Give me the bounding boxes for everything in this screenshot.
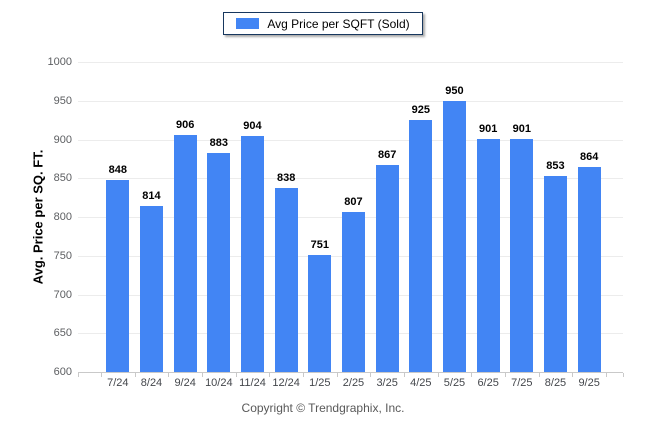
y-tick-label: 650 xyxy=(53,327,72,340)
x-tick-label: 11/24 xyxy=(239,377,266,389)
bar-4/25 xyxy=(409,120,433,372)
y-tick-label: 800 xyxy=(53,211,72,223)
y-tick-label: 900 xyxy=(53,133,72,146)
bar-7/24 xyxy=(106,180,130,372)
bar-3/25 xyxy=(375,165,399,372)
copyright-text: Copyright © Trendgraphix, Inc. xyxy=(241,401,405,415)
gridline xyxy=(78,178,623,180)
bar-7/25 xyxy=(510,139,534,372)
x-tick-label: 8/25 xyxy=(544,377,567,389)
y-tick-label: 600 xyxy=(53,366,72,378)
x-tick-label: 9/25 xyxy=(578,377,600,389)
axis-tick xyxy=(538,373,540,377)
bar-8/24 xyxy=(140,206,163,372)
x-tick-label: 3/25 xyxy=(376,377,398,389)
bar-8/25 xyxy=(544,176,567,372)
axis-tick xyxy=(202,373,203,377)
bar-value-label: 904 xyxy=(243,120,262,132)
axis-tick xyxy=(471,373,473,377)
legend-swatch-icon xyxy=(236,18,260,29)
gridline xyxy=(78,100,623,102)
x-tick-label: 7/25 xyxy=(511,377,533,389)
bar-2/25 xyxy=(342,212,365,372)
bar-value-label: 853 xyxy=(546,160,565,172)
axis-tick xyxy=(623,373,624,377)
gridline xyxy=(78,62,623,63)
axis-tick xyxy=(437,373,439,377)
axis-tick xyxy=(78,373,79,377)
bar-value-label: 906 xyxy=(175,119,195,131)
bar-value-label: 950 xyxy=(445,85,464,97)
axis-tick xyxy=(505,373,506,377)
bar-value-label: 814 xyxy=(142,190,161,202)
bar-value-label: 883 xyxy=(209,137,228,149)
legend: Avg Price per SQFT (Sold) xyxy=(0,12,646,35)
bar-value-label: 864 xyxy=(579,151,599,163)
bar-value-label: 751 xyxy=(310,239,329,251)
axis-tick xyxy=(101,373,102,377)
axis-tick xyxy=(370,373,372,377)
axis-tick xyxy=(606,373,607,377)
bar-value-label: 838 xyxy=(276,172,296,184)
bar-11/24 xyxy=(241,136,264,372)
bar-9/25 xyxy=(577,167,601,372)
x-tick-label: 8/24 xyxy=(140,377,163,389)
axis-tick xyxy=(269,373,271,377)
x-tick-label: 2/25 xyxy=(342,377,365,389)
bar-5/25 xyxy=(443,101,466,372)
axis-tick xyxy=(303,373,304,377)
bar-12/24 xyxy=(274,188,298,372)
bar-value-label: 925 xyxy=(411,104,430,116)
x-tick-label: 6/25 xyxy=(477,377,499,389)
bar-value-label: 901 xyxy=(512,123,531,135)
x-tick-label: 5/25 xyxy=(443,377,466,389)
y-tick-label: 750 xyxy=(53,249,72,262)
axis-tick xyxy=(134,373,136,377)
bar-6/25 xyxy=(476,139,500,372)
x-tick-label: 1/25 xyxy=(309,377,331,389)
axis-tick xyxy=(235,373,237,377)
x-tick-label: 12/24 xyxy=(272,377,300,389)
legend-label: Avg Price per SQFT (Sold) xyxy=(267,16,410,31)
bar-value-label: 848 xyxy=(108,164,127,176)
x-tick-label: 7/24 xyxy=(107,377,129,389)
gridline xyxy=(78,139,623,141)
axis-tick xyxy=(404,373,405,377)
y-tick-label: 850 xyxy=(53,172,72,185)
axis-tick xyxy=(168,373,170,377)
y-tick-label: 700 xyxy=(53,288,72,301)
x-tick-label: 9/24 xyxy=(174,377,196,389)
bar-value-label: 901 xyxy=(478,123,498,135)
x-axis-line xyxy=(78,372,623,373)
x-tick-label: 10/24 xyxy=(205,377,233,389)
bar-1/25 xyxy=(308,255,332,372)
bar-value-label: 807 xyxy=(344,196,363,208)
y-tick-label: 1000 xyxy=(47,56,72,68)
bar-9/24 xyxy=(173,135,197,372)
y-tick-label: 950 xyxy=(53,94,72,107)
legend-item-avg-price-sqft[interactable]: Avg Price per SQFT (Sold) xyxy=(223,12,423,35)
axis-tick xyxy=(572,373,574,377)
bar-value-label: 867 xyxy=(377,149,397,161)
bar-10/24 xyxy=(207,153,231,372)
x-tick-label: 4/25 xyxy=(410,377,432,389)
axis-tick xyxy=(336,373,338,377)
